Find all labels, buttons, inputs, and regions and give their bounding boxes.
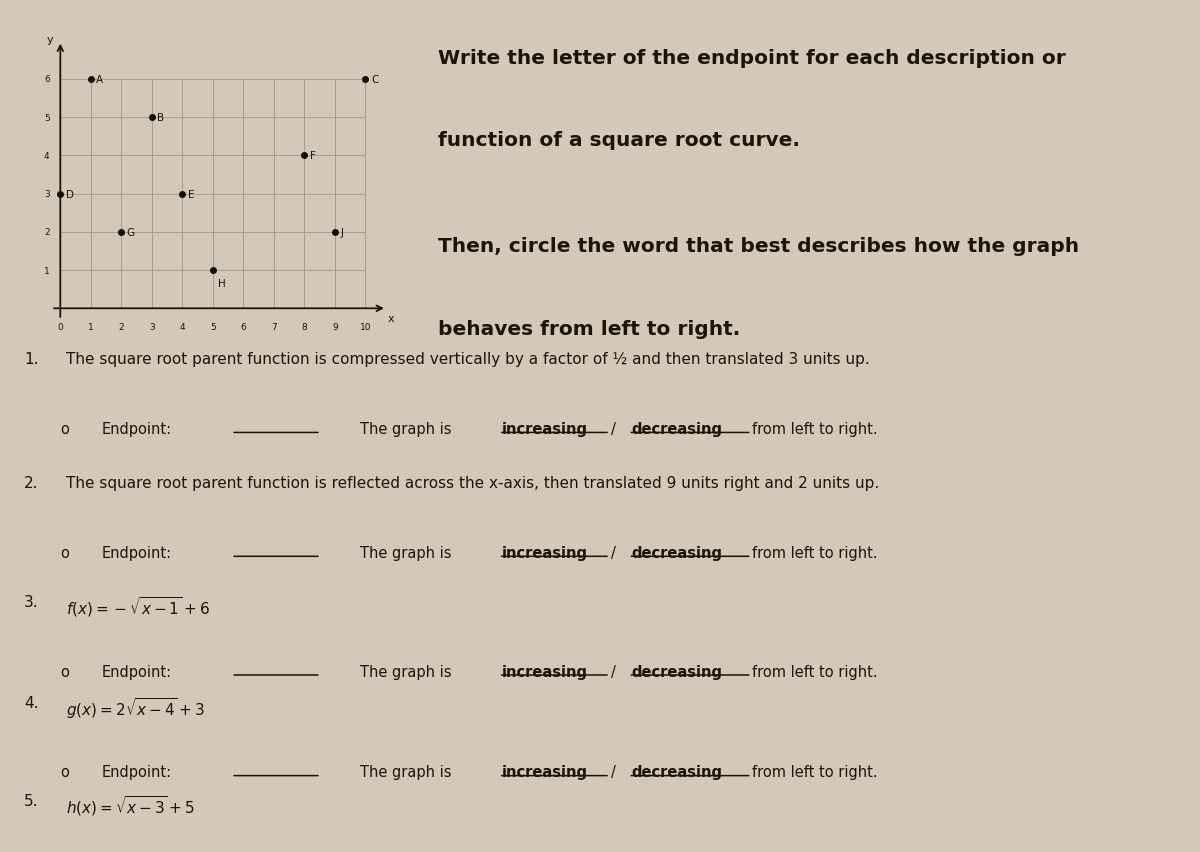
Text: 3: 3 <box>149 322 155 331</box>
Text: decreasing: decreasing <box>631 422 722 436</box>
Text: B: B <box>157 113 164 123</box>
Text: 2: 2 <box>44 228 49 237</box>
Text: Endpoint:: Endpoint: <box>102 422 172 436</box>
Text: 7: 7 <box>271 322 277 331</box>
Text: 4.: 4. <box>24 694 38 710</box>
Text: G: G <box>127 227 134 238</box>
Text: 6: 6 <box>44 75 49 84</box>
Text: decreasing: decreasing <box>631 664 722 679</box>
Text: The square root parent function is reflected across the x-axis, then translated : The square root parent function is refle… <box>66 475 880 491</box>
Text: function of a square root curve.: function of a square root curve. <box>438 131 800 150</box>
Text: y: y <box>47 35 53 45</box>
Text: 5: 5 <box>210 322 216 331</box>
Text: J: J <box>341 227 343 238</box>
Text: o: o <box>60 764 68 780</box>
Text: o: o <box>60 545 68 561</box>
Text: Endpoint:: Endpoint: <box>102 764 172 780</box>
Text: o: o <box>60 422 68 436</box>
Text: 4: 4 <box>44 152 49 161</box>
Text: 9: 9 <box>332 322 338 331</box>
Text: behaves from left to right.: behaves from left to right. <box>438 320 740 338</box>
Text: /: / <box>611 545 616 561</box>
Text: 2.: 2. <box>24 475 38 491</box>
Text: E: E <box>188 189 194 199</box>
Text: F: F <box>310 152 316 161</box>
Text: decreasing: decreasing <box>631 545 722 561</box>
Text: from left to right.: from left to right. <box>752 664 878 679</box>
Text: The graph is: The graph is <box>360 545 451 561</box>
Text: Endpoint:: Endpoint: <box>102 664 172 679</box>
Text: 0: 0 <box>58 322 64 331</box>
Text: o: o <box>60 664 68 679</box>
Text: Endpoint:: Endpoint: <box>102 545 172 561</box>
Text: 1: 1 <box>88 322 94 331</box>
Text: /: / <box>611 764 616 780</box>
Text: D: D <box>66 189 74 199</box>
Text: from left to right.: from left to right. <box>752 545 878 561</box>
Text: 1.: 1. <box>24 352 38 367</box>
Text: 3: 3 <box>44 190 49 199</box>
Text: /: / <box>611 664 616 679</box>
Text: 10: 10 <box>360 322 371 331</box>
Text: 3.: 3. <box>24 595 38 609</box>
Text: decreasing: decreasing <box>631 764 722 780</box>
Text: from left to right.: from left to right. <box>752 764 878 780</box>
Text: $g(x)= 2\sqrt{x-4}+3$: $g(x)= 2\sqrt{x-4}+3$ <box>66 694 205 720</box>
Text: 8: 8 <box>301 322 307 331</box>
Text: H: H <box>218 279 226 288</box>
Text: /: / <box>611 422 616 436</box>
Text: The graph is: The graph is <box>360 764 451 780</box>
Text: 1: 1 <box>44 267 49 275</box>
Text: C: C <box>371 75 378 85</box>
Text: The graph is: The graph is <box>360 664 451 679</box>
Text: Write the letter of the endpoint for each description or: Write the letter of the endpoint for eac… <box>438 49 1066 68</box>
Text: increasing: increasing <box>502 764 588 780</box>
Text: increasing: increasing <box>502 422 588 436</box>
Text: from left to right.: from left to right. <box>752 422 878 436</box>
Text: increasing: increasing <box>502 664 588 679</box>
Text: 2: 2 <box>119 322 124 331</box>
Text: 4: 4 <box>180 322 185 331</box>
Text: Then, circle the word that best describes how the graph: Then, circle the word that best describe… <box>438 237 1079 256</box>
Text: The graph is: The graph is <box>360 422 451 436</box>
Text: increasing: increasing <box>502 545 588 561</box>
Text: 5: 5 <box>44 113 49 123</box>
Text: x: x <box>388 314 395 324</box>
Text: 6: 6 <box>240 322 246 331</box>
Text: $f(x)= -\sqrt{x-1}+6$: $f(x)= -\sqrt{x-1}+6$ <box>66 595 210 619</box>
Text: 5.: 5. <box>24 792 38 808</box>
Text: The square root parent function is compressed vertically by a factor of ½ and th: The square root parent function is compr… <box>66 352 870 367</box>
Text: $h(x)= \sqrt{x-3}+5$: $h(x)= \sqrt{x-3}+5$ <box>66 792 196 816</box>
Text: A: A <box>96 75 103 85</box>
